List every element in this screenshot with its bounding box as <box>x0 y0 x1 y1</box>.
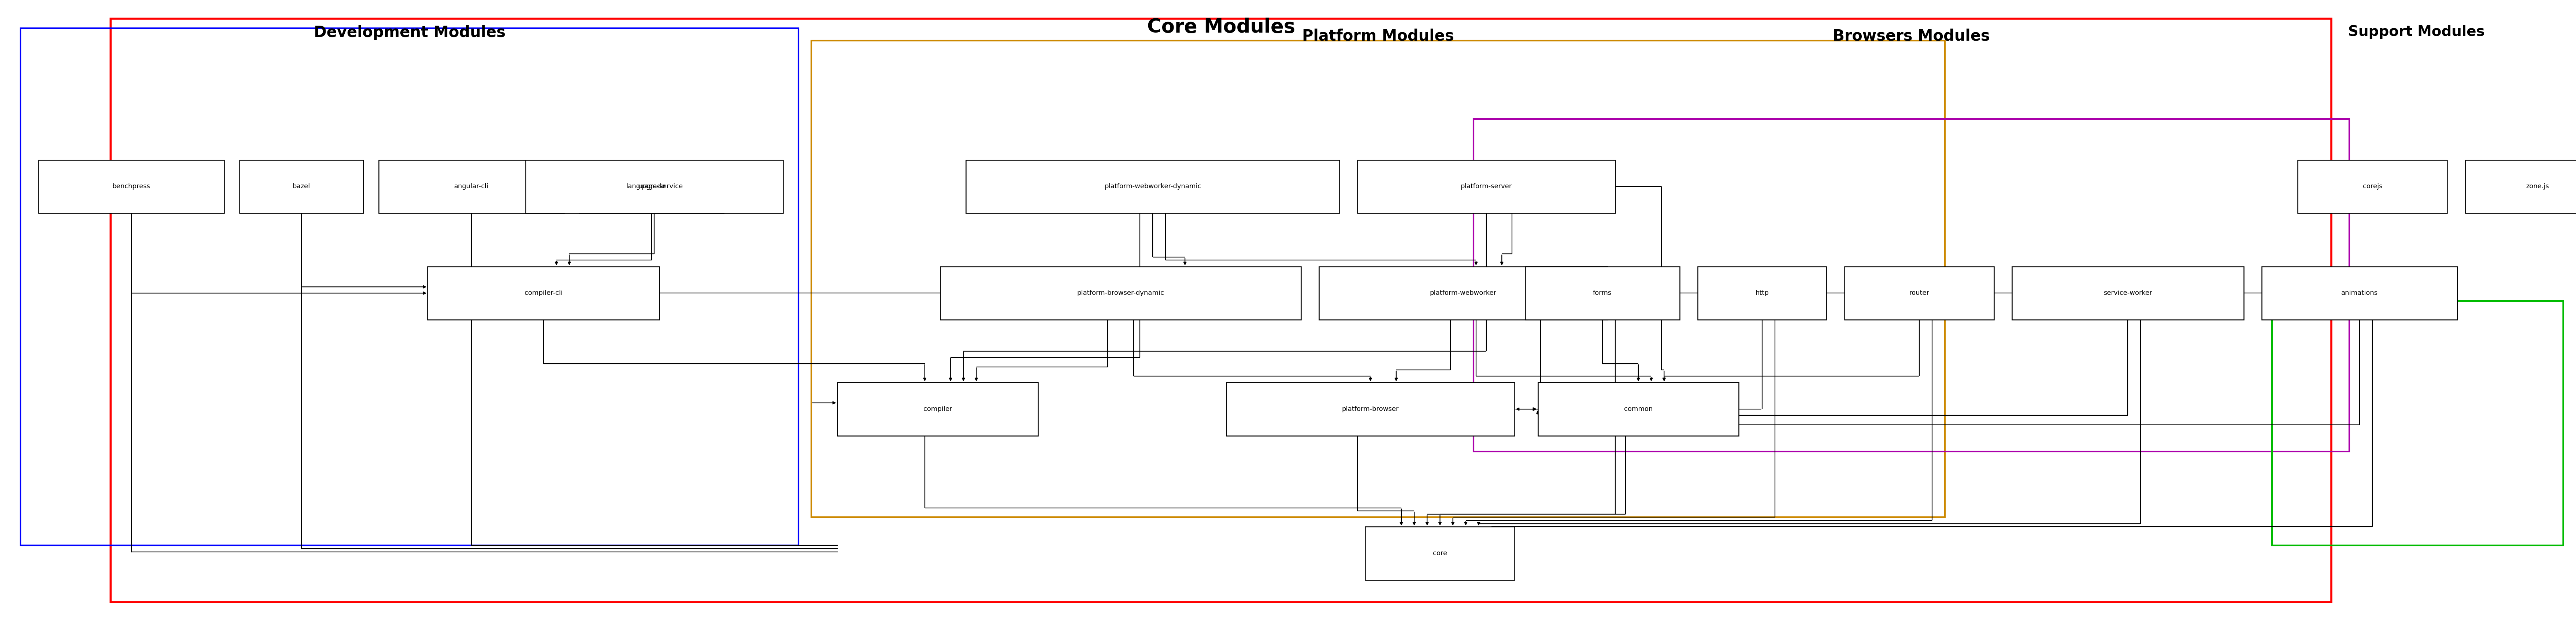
Text: animations: animations <box>2342 290 2378 297</box>
Text: Development Modules: Development Modules <box>314 25 505 41</box>
Bar <box>1358 160 1615 213</box>
Text: platform-browser: platform-browser <box>1342 406 1399 413</box>
Text: platform-browser-dynamic: platform-browser-dynamic <box>1077 290 1164 297</box>
Bar <box>940 266 1301 320</box>
Text: forms: forms <box>1592 290 1613 297</box>
Text: zone.js: zone.js <box>2527 183 2548 190</box>
Text: compiler: compiler <box>922 406 953 413</box>
Bar <box>811 41 1945 517</box>
Text: upgrade: upgrade <box>639 183 665 190</box>
Bar <box>428 266 659 320</box>
Text: language-service: language-service <box>626 183 683 190</box>
Bar <box>21 28 799 545</box>
Text: platform-server: platform-server <box>1461 183 1512 190</box>
Bar <box>526 160 783 213</box>
Bar <box>1473 119 2349 451</box>
Bar <box>39 160 224 213</box>
Text: Platform Modules: Platform Modules <box>1303 28 1453 44</box>
Text: http: http <box>1754 290 1770 297</box>
Text: Support Modules: Support Modules <box>2347 25 2486 39</box>
Bar <box>1226 382 1515 436</box>
Text: router: router <box>1909 290 1929 297</box>
Bar <box>2262 266 2458 320</box>
Text: platform-webworker: platform-webworker <box>1430 290 1497 297</box>
Text: Core Modules: Core Modules <box>1146 18 1296 36</box>
Text: compiler-cli: compiler-cli <box>526 290 562 297</box>
Text: benchpress: benchpress <box>113 183 149 190</box>
Bar <box>1365 527 1515 580</box>
Text: service-worker: service-worker <box>2105 290 2151 297</box>
Text: angular-cli: angular-cli <box>453 183 489 190</box>
Bar <box>1525 266 1680 320</box>
Bar <box>1319 266 1607 320</box>
Text: corejs: corejs <box>2362 183 2383 190</box>
Bar <box>837 382 1038 436</box>
Text: common: common <box>1623 406 1654 413</box>
Text: bazel: bazel <box>294 183 309 190</box>
Bar <box>2272 301 2563 545</box>
Bar <box>1844 266 1994 320</box>
Bar <box>2298 160 2447 213</box>
Bar <box>111 19 2331 602</box>
Text: Browsers Modules: Browsers Modules <box>1834 28 1989 44</box>
Bar <box>1698 266 1826 320</box>
Bar <box>2012 266 2244 320</box>
Text: core: core <box>1432 550 1448 557</box>
Bar <box>379 160 564 213</box>
Bar <box>1538 382 1739 436</box>
Bar <box>580 160 724 213</box>
Text: platform-webworker-dynamic: platform-webworker-dynamic <box>1105 183 1200 190</box>
Bar <box>240 160 363 213</box>
Bar <box>966 160 1340 213</box>
Bar <box>2465 160 2576 213</box>
